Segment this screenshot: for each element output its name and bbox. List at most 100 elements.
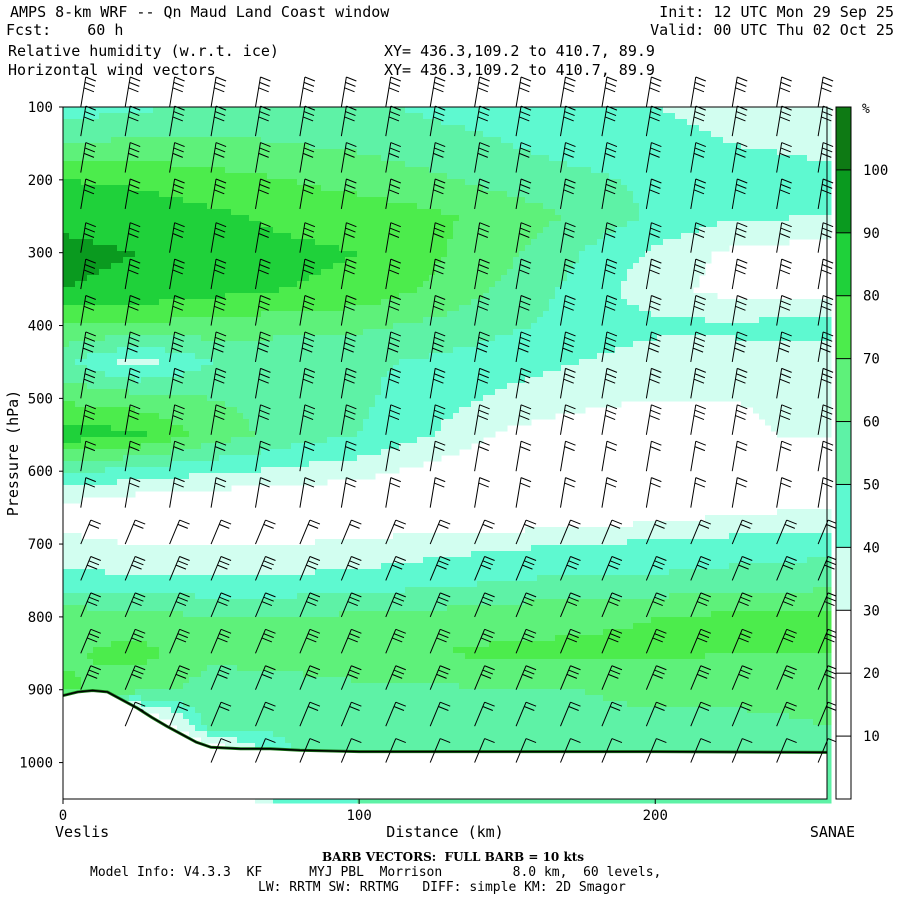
rh-cell [177, 125, 184, 132]
rh-cell [717, 149, 724, 156]
rh-cell [711, 233, 718, 240]
rh-cell [273, 227, 280, 234]
rh-cell [285, 125, 292, 132]
rh-cell [177, 323, 184, 330]
rh-cell [237, 233, 244, 240]
rh-cell [735, 239, 742, 246]
rh-cell [483, 137, 490, 144]
rh-cell [591, 341, 598, 348]
rh-cell [75, 317, 82, 324]
rh-cell [381, 269, 388, 276]
rh-cell [153, 125, 160, 132]
rh-cell [189, 125, 196, 132]
rh-cell [525, 209, 532, 216]
rh-cell [453, 125, 460, 132]
rh-cell [321, 287, 328, 294]
rh-cell [573, 167, 580, 174]
rh-cell [573, 329, 580, 336]
rh-cell [99, 245, 106, 252]
rh-cell [333, 287, 340, 294]
rh-cell [747, 341, 754, 348]
rh-cell [795, 227, 802, 234]
rh-cell [525, 245, 532, 252]
rh-cell [537, 119, 544, 126]
rh-cell [807, 179, 814, 186]
rh-cell [633, 185, 640, 192]
rh-cell [771, 335, 778, 342]
rh-cell [513, 257, 520, 264]
rh-cell [489, 179, 496, 186]
rh-cell [99, 317, 106, 324]
rh-cell [507, 113, 514, 120]
rh-cell [783, 131, 790, 138]
rh-cell [225, 137, 232, 144]
rh-cell [213, 215, 220, 222]
rh-cell [195, 167, 202, 174]
rh-cell [423, 245, 430, 252]
rh-cell [801, 335, 808, 342]
rh-cell [195, 155, 202, 162]
rh-cell [681, 281, 688, 288]
rh-cell [447, 125, 454, 132]
rh-cell [333, 239, 340, 246]
rh-cell [495, 173, 502, 180]
rh-cell [309, 323, 316, 330]
rh-cell [351, 197, 358, 204]
rh-cell [585, 179, 592, 186]
rh-cell [657, 245, 664, 252]
rh-cell [231, 197, 238, 204]
rh-cell [405, 245, 412, 252]
rh-cell [315, 293, 322, 300]
rh-cell [669, 257, 676, 264]
rh-cell [249, 107, 256, 114]
rh-cell [201, 173, 208, 180]
rh-cell [285, 341, 292, 348]
rh-cell [105, 281, 112, 288]
rh-cell [273, 317, 280, 324]
rh-cell [705, 143, 712, 150]
rh-cell [549, 257, 556, 264]
rh-cell [783, 323, 790, 330]
rh-cell [663, 215, 670, 222]
rh-cell [633, 269, 640, 276]
rh-cell [369, 305, 376, 312]
rh-cell [549, 149, 556, 156]
rh-cell [501, 287, 508, 294]
rh-cell [261, 173, 268, 180]
rh-cell [417, 239, 424, 246]
rh-cell [723, 107, 730, 114]
rh-cell [711, 245, 718, 252]
rh-cell [441, 137, 448, 144]
rh-cell [561, 251, 568, 258]
rh-cell [531, 257, 538, 264]
rh-cell [279, 269, 286, 276]
rh-cell [723, 113, 730, 120]
rh-cell [555, 221, 562, 228]
rh-cell [597, 149, 604, 156]
rh-cell [291, 131, 298, 138]
rh-cell [693, 245, 700, 252]
rh-cell [795, 191, 802, 198]
rh-cell [219, 239, 226, 246]
rh-cell [375, 113, 382, 120]
rh-cell [189, 185, 196, 192]
rh-cell [735, 215, 742, 222]
rh-cell [411, 167, 418, 174]
rh-cell [405, 263, 412, 270]
rh-cell [315, 227, 322, 234]
rh-cell [357, 239, 364, 246]
rh-cell [579, 179, 586, 186]
rh-cell [591, 311, 598, 318]
rh-cell [771, 305, 778, 312]
rh-cell [627, 251, 634, 258]
rh-cell [465, 215, 472, 222]
rh-cell [375, 239, 382, 246]
rh-cell [159, 209, 166, 216]
rh-cell [309, 131, 316, 138]
rh-cell [759, 215, 766, 222]
rh-cell [177, 167, 184, 174]
rh-cell [639, 227, 646, 234]
rh-cell [543, 305, 550, 312]
rh-cell [549, 245, 556, 252]
rh-cell [363, 251, 370, 258]
